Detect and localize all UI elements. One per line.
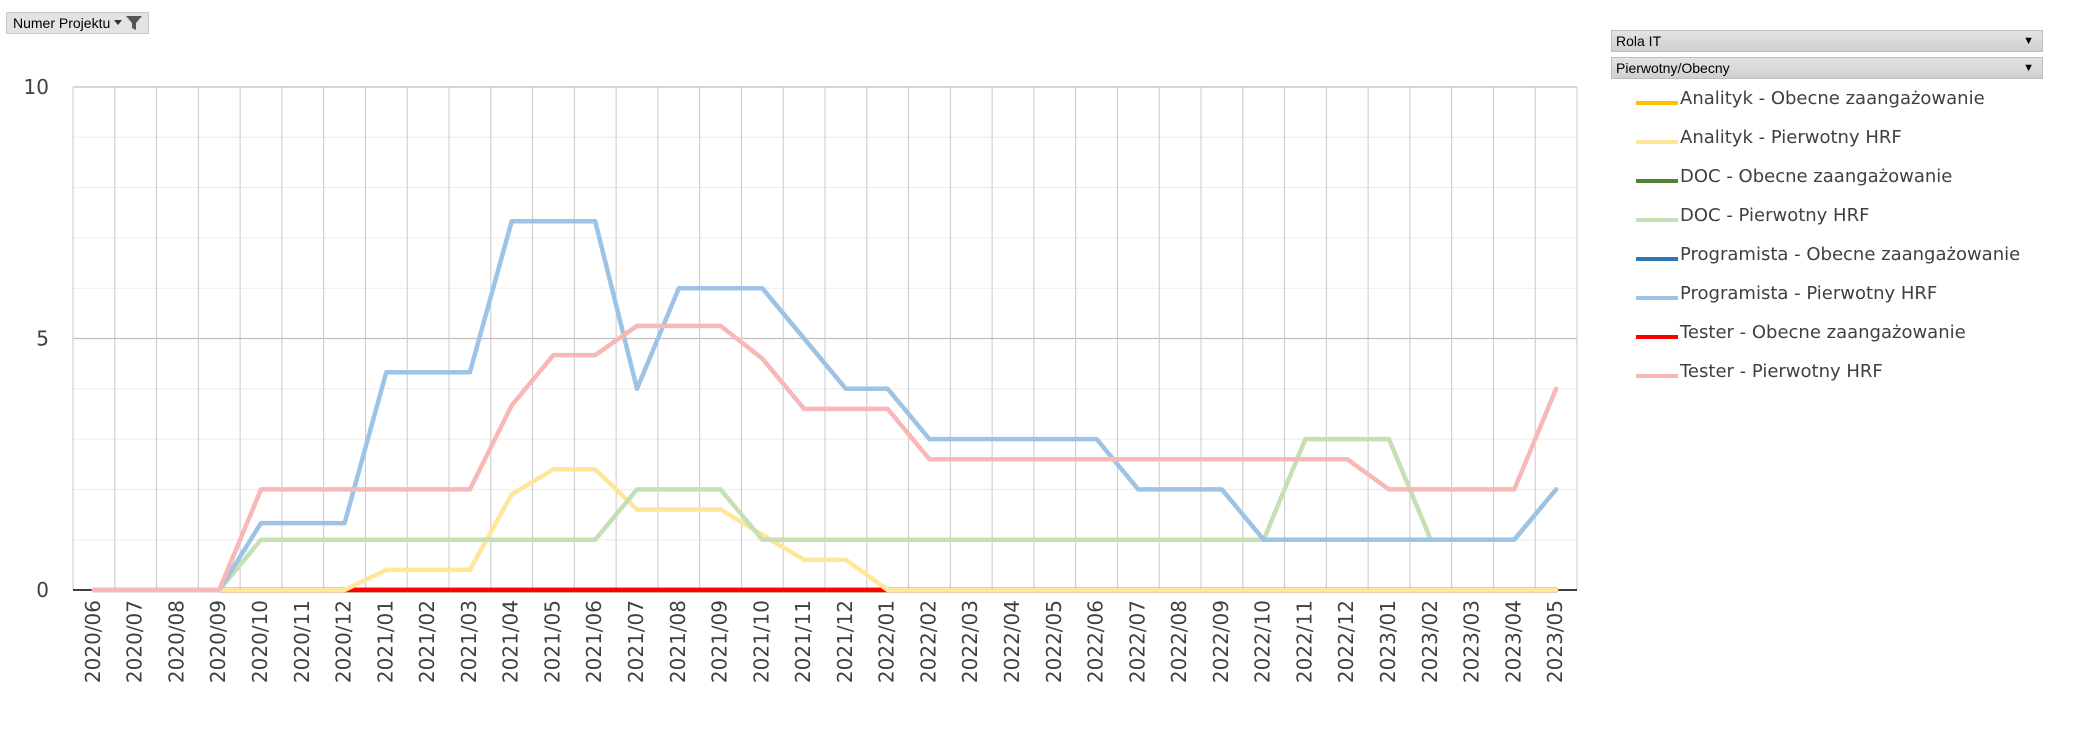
x-tick-label: 2020/10 [248,600,272,683]
y-axis-ticks: 0 5 10 [24,75,49,602]
legend-swatch [1636,179,1678,183]
x-tick-label: 2021/06 [582,600,606,683]
dropdown-arrow-icon: ▼ [2023,35,2034,47]
x-tick-label: 2022/02 [916,600,940,683]
x-tick-label: 2022/03 [958,600,982,683]
x-tick-label: 2020/06 [81,600,105,683]
x-tick-label: 2021/04 [499,600,523,683]
x-tick-label: 2020/08 [164,600,188,683]
x-tick-label: 2022/04 [1000,600,1024,683]
pierwotny-obecny-label: Pierwotny/Obecny [1616,60,1730,76]
chart-gridlines [72,86,1578,591]
x-tick-label: 2022/01 [875,600,899,683]
filter-button-label: Numer Projektu [13,15,111,31]
x-tick-label: 2021/03 [457,600,481,683]
legend-label: Tester - Pierwotny HRF [1680,361,1883,382]
legend-swatch [1636,296,1678,300]
x-tick-label: 2021/10 [749,600,773,683]
x-tick-label: 2022/08 [1167,600,1191,683]
x-tick-label: 2023/03 [1460,600,1484,683]
x-tick-label: 2022/10 [1251,600,1275,683]
x-axis-ticks: 2020/06 2020/07 2020/08 2020/09 2020/10 2020/… [81,600,1567,683]
x-tick-label: 2020/11 [290,600,314,683]
x-tick-label: 2022/12 [1334,600,1358,683]
pierwotny-obecny-field-button[interactable]: Pierwotny/Obecny ▼ [1611,57,2043,79]
x-tick-label: 2020/07 [123,600,147,683]
x-tick-label: 2021/08 [666,600,690,683]
rola-it-label: Rola IT [1616,33,1662,49]
legend-label: DOC - Pierwotny HRF [1680,205,1870,226]
x-tick-label: 2021/09 [708,600,732,683]
x-tick-label: 2020/12 [332,600,356,683]
x-tick-label: 2021/11 [791,600,815,683]
chart-series [91,219,1559,593]
legend-swatch [1636,374,1678,378]
x-tick-label: 2022/06 [1084,600,1108,683]
numer-projektu-filter-button[interactable]: Numer Projektu [6,12,150,34]
legend-label: Tester - Obecne zaangażowanie [1680,322,1966,343]
x-tick-label: 2023/02 [1418,600,1442,683]
legend-label: Programista - Pierwotny HRF [1680,283,1938,304]
legend-swatch [1636,101,1678,105]
legend-label: Analityk - Pierwotny HRF [1680,127,1902,148]
y-tick-label: 0 [36,578,49,602]
dropdown-arrow-icon [114,20,123,26]
x-tick-label: 2022/05 [1042,600,1066,683]
x-tick-label: 2021/12 [833,600,857,683]
x-tick-label: 2021/02 [415,600,439,683]
legend-swatch [1636,257,1678,261]
series-line-1 [91,467,1559,593]
y-tick-label: 5 [36,327,49,351]
x-tick-label: 2023/05 [1543,600,1567,683]
x-tick-label: 2022/09 [1209,600,1233,683]
legend-label: Analityk - Obecne zaangażowanie [1680,88,1985,109]
y-tick-label: 10 [24,75,49,99]
x-tick-label: 2020/09 [206,600,230,683]
dropdown-arrow-icon: ▼ [2023,62,2034,74]
x-tick-label: 2022/11 [1292,600,1316,683]
x-tick-label: 2021/07 [624,600,648,683]
series-line-5 [91,219,1559,593]
legend-label: DOC - Obecne zaangażowanie [1680,166,1953,187]
x-tick-label: 2023/04 [1501,600,1525,683]
rola-it-field-button[interactable]: Rola IT ▼ [1611,30,2043,52]
x-tick-label: 2022/07 [1125,600,1149,683]
x-tick-label: 2021/01 [373,600,397,683]
series-line-3 [91,436,1559,593]
x-tick-label: 2023/01 [1376,600,1400,683]
filter-icon [126,16,143,30]
x-tick-label: 2021/05 [540,600,564,683]
legend-swatch [1636,140,1678,144]
series-line-7 [91,323,1559,593]
legend-label: Programista - Obecne zaangażowanie [1680,244,2021,265]
legend-swatch [1636,218,1678,222]
legend-swatch [1636,335,1678,339]
